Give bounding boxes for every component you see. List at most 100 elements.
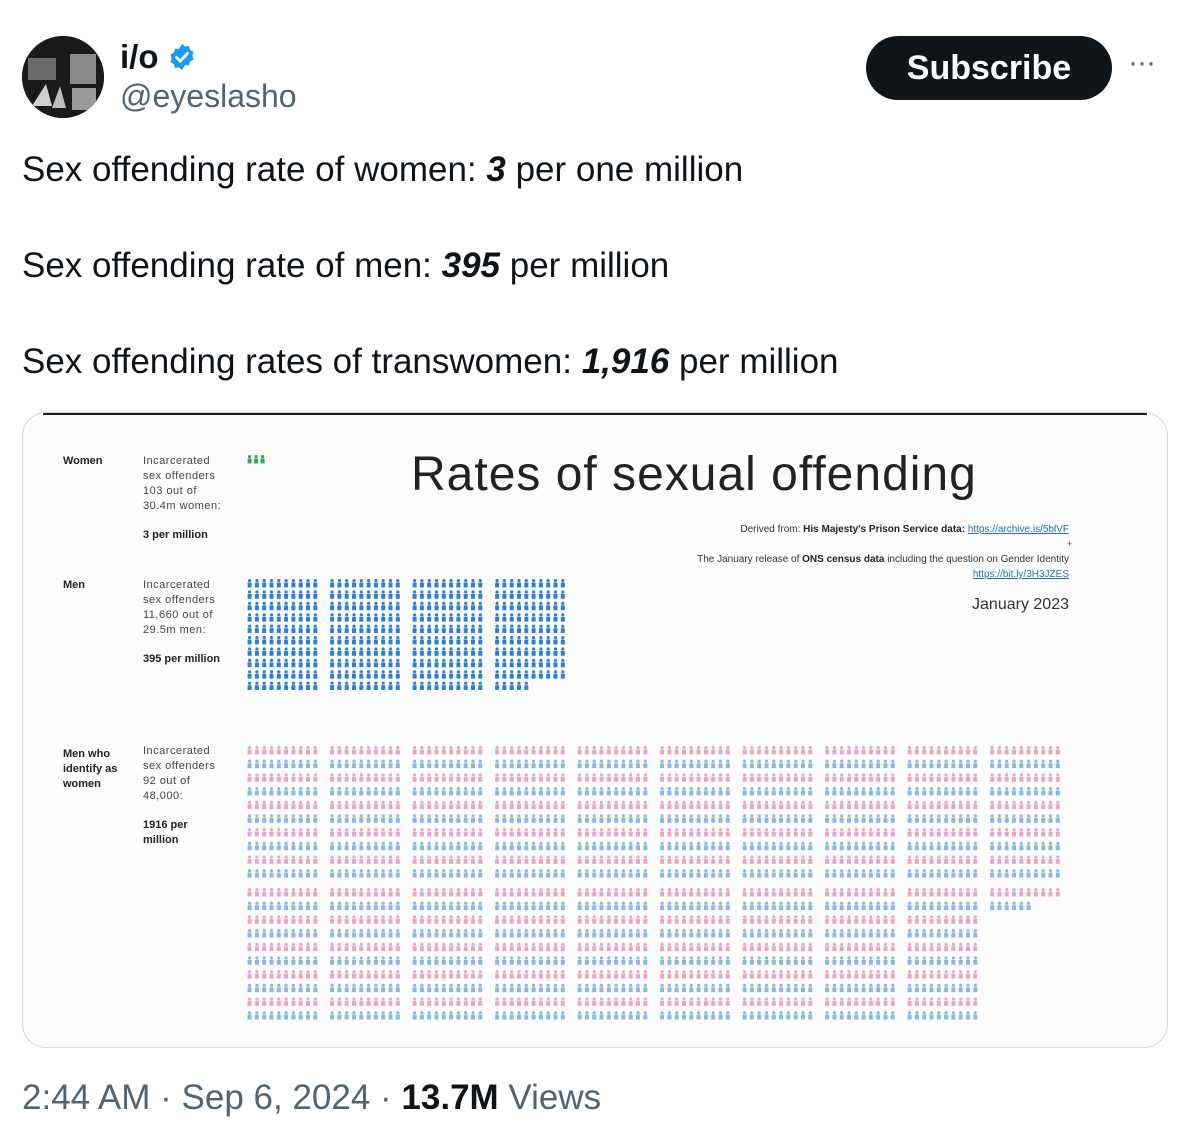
figure-transwomen xyxy=(495,1011,500,1020)
figure-transwomen xyxy=(907,814,912,823)
figure-transwomen xyxy=(883,901,888,911)
ons-suffix: including the question on Gender Identit… xyxy=(884,554,1069,565)
figure-transwomen xyxy=(599,1011,604,1020)
figure-transwomen xyxy=(419,746,424,755)
more-options-icon[interactable]: ··· xyxy=(1128,46,1156,79)
figure-men xyxy=(344,647,349,656)
tweet-media-image[interactable]: Women Incarcerated sex offenders 103 out… xyxy=(22,412,1168,1048)
figure-transwomen xyxy=(284,901,289,911)
figure-transwomen xyxy=(718,1011,723,1020)
figure-transwomen xyxy=(854,855,859,864)
figure-transwomen xyxy=(914,855,919,864)
figure-transwomen xyxy=(951,869,956,878)
figure-transwomen xyxy=(269,855,274,864)
figure-transwomen xyxy=(584,759,589,769)
figure-transwomen xyxy=(749,814,754,823)
figure-transwomen xyxy=(577,841,582,851)
figure-transwomen xyxy=(495,997,500,1006)
figure-transwomen xyxy=(330,841,335,851)
figure-transwomen xyxy=(847,983,851,993)
figure-men xyxy=(254,636,259,645)
account-name[interactable]: i/o xyxy=(120,38,197,76)
figure-men xyxy=(478,624,483,633)
figure-men xyxy=(538,658,543,668)
figure-transwomen xyxy=(725,787,730,796)
figure-transwomen xyxy=(832,915,837,924)
figure-transwomen xyxy=(861,841,866,851)
figure-transwomen xyxy=(636,828,640,837)
figure-transwomen xyxy=(388,746,393,755)
figure-transwomen xyxy=(711,983,716,993)
figure-men xyxy=(388,658,393,668)
figure-transwomen xyxy=(269,746,274,755)
figure-transwomen xyxy=(711,787,716,796)
figure-transwomen xyxy=(1026,814,1031,823)
ons-link[interactable]: https://bit.ly/3H3JZES xyxy=(972,569,1069,580)
figure-transwomen xyxy=(366,773,371,782)
figure-men xyxy=(366,670,371,679)
figure-transwomen xyxy=(929,901,934,911)
figure-transwomen xyxy=(801,855,805,864)
figure-transwomen xyxy=(703,970,708,979)
figure-transwomen xyxy=(801,773,805,782)
figure-men xyxy=(538,670,543,679)
figure-transwomen xyxy=(412,841,417,851)
figure-transwomen xyxy=(667,759,672,769)
figure-men xyxy=(434,658,439,668)
figure-transwomen xyxy=(546,828,551,837)
tweet-time[interactable]: 2:44 AM xyxy=(22,1078,151,1117)
figure-men xyxy=(269,647,274,656)
figure-transwomen xyxy=(1041,759,1046,769)
figure-transwomen xyxy=(786,814,791,823)
figure-transwomen xyxy=(725,915,730,924)
figure-transwomen xyxy=(749,841,754,851)
figure-transwomen xyxy=(742,929,747,938)
figure-transwomen xyxy=(337,773,342,782)
figure-transwomen xyxy=(907,759,912,769)
figure-men xyxy=(344,658,349,668)
figure-transwomen xyxy=(269,800,274,810)
subscribe-button[interactable]: Subscribe xyxy=(866,36,1112,100)
figure-transwomen xyxy=(922,855,927,864)
figure-transwomen xyxy=(298,901,303,911)
figure-transwomen xyxy=(660,746,665,755)
figure-men xyxy=(306,624,310,633)
figure-transwomen xyxy=(427,841,432,851)
figure-transwomen xyxy=(689,1011,694,1020)
figure-transwomen xyxy=(592,869,597,878)
account-handle[interactable]: @eyeslasho xyxy=(120,78,297,114)
derived-prefix: Derived from: xyxy=(740,524,804,535)
figure-transwomen xyxy=(254,956,259,965)
figure-transwomen xyxy=(966,787,970,796)
figure-men xyxy=(546,647,551,656)
figure-transwomen xyxy=(284,915,289,924)
tweet-line-transwomen-suffix: per million xyxy=(669,342,839,381)
figure-men xyxy=(434,647,439,656)
figure-transwomen xyxy=(1012,773,1016,782)
figure-transwomen xyxy=(958,956,963,965)
figure-men xyxy=(538,636,543,645)
figure-transwomen xyxy=(449,956,454,965)
figure-transwomen xyxy=(861,828,866,837)
figure-transwomen xyxy=(779,869,784,878)
figure-transwomen xyxy=(388,841,393,851)
figure-transwomen xyxy=(643,800,648,810)
figure-transwomen xyxy=(764,929,769,938)
figure-transwomen xyxy=(1019,888,1024,897)
avatar[interactable] xyxy=(22,36,104,118)
figure-transwomen xyxy=(779,929,784,938)
figure-transwomen xyxy=(674,942,679,952)
figure-transwomen xyxy=(517,1011,521,1020)
figure-transwomen xyxy=(291,841,296,851)
derived-link[interactable]: https://archive.is/5blVF xyxy=(967,524,1069,535)
figure-transwomen xyxy=(434,787,439,796)
figure-transwomen xyxy=(495,800,500,810)
figure-transwomen xyxy=(427,997,432,1006)
tweet-line-transwomen: Sex offending rates of transwomen: 1,916… xyxy=(22,342,839,382)
figure-transwomen xyxy=(890,841,895,851)
figure-transwomen xyxy=(973,942,978,952)
figure-transwomen xyxy=(337,869,342,878)
figure-transwomen xyxy=(538,915,543,924)
figure-transwomen xyxy=(463,942,468,952)
tweet-date[interactable]: Sep 6, 2024 xyxy=(181,1078,371,1117)
